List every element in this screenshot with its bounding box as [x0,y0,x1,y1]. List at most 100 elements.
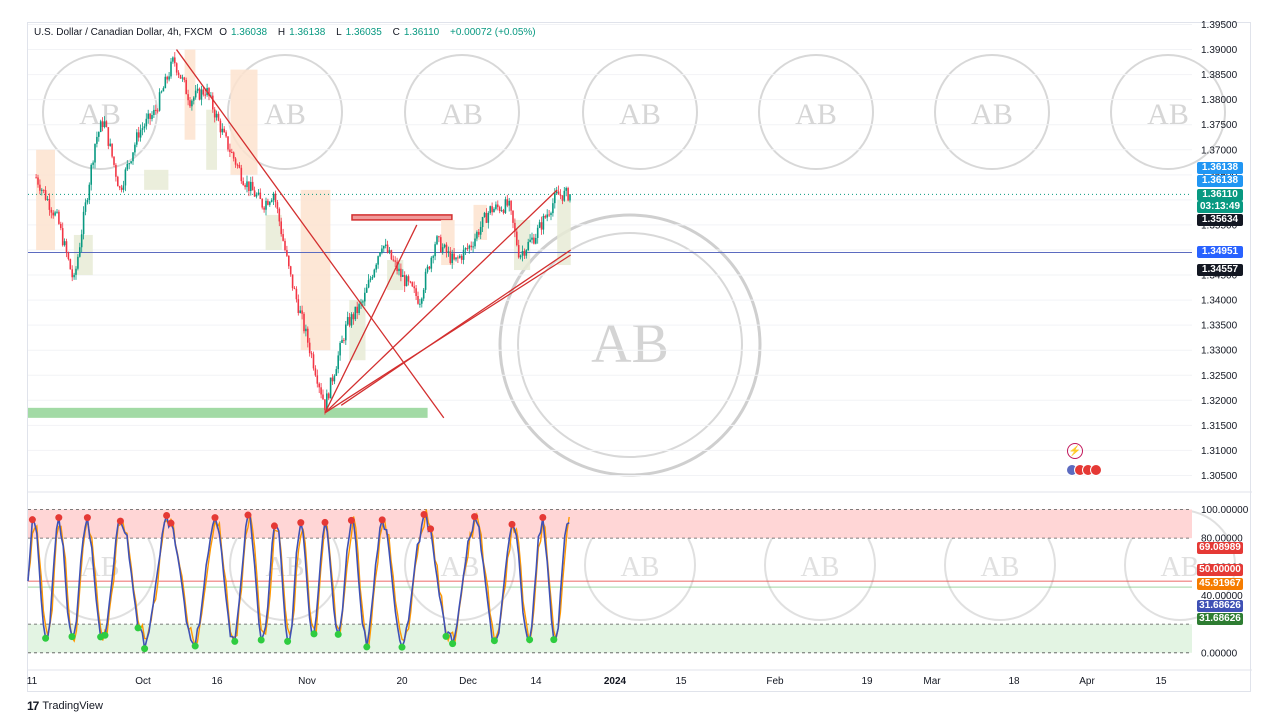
candle-body [99,121,102,133]
candle-body [274,193,277,203]
candle-body [265,200,267,210]
candle-body [489,206,491,213]
price-tick-label: 1.31500 [1201,421,1238,432]
candle-body [269,201,271,205]
trend-line [175,49,445,419]
supply-demand-box [265,214,282,250]
time-tick-label: 15 [1155,676,1167,687]
candle-body [421,298,423,304]
candle-body [557,191,560,195]
candle-body [474,238,476,247]
candle-body [61,228,64,246]
candle-body [160,91,163,93]
candle-body [331,377,334,382]
candle-body [162,88,165,92]
price-tick-label: 1.34000 [1201,296,1238,307]
osc-trough-dot [191,642,199,650]
candle-body [519,255,522,258]
candle-body [291,274,294,289]
candle-body [483,212,486,218]
tradingview-logo[interactable]: 17 TradingView [27,699,103,713]
candle-body [434,244,436,257]
candle-body [303,313,305,332]
candle-body [554,193,556,204]
candle-body [75,268,77,275]
candle-body [413,286,415,289]
candle-body [533,237,535,244]
candle-body [316,375,319,384]
candle-body [65,241,68,253]
candle-body [288,255,290,267]
candle-body [440,237,442,253]
candle-body [141,128,144,130]
price-tag: 1.35634 [1197,214,1243,226]
candle-body [270,200,273,202]
candle-body [248,181,250,192]
price-tick-label: 1.39000 [1201,45,1238,56]
watermark-seal [758,54,874,170]
candle-body [276,202,279,209]
candle-body [130,161,132,164]
osc-trough-dot [134,624,142,632]
lightning-icon[interactable]: ⚡ [1067,443,1083,459]
candle-body [498,207,501,211]
candle-body [234,158,237,165]
candle-body [261,198,263,208]
watermark-mark: AB [621,552,660,583]
high-value: H 1.36138 [278,27,329,38]
osc-peak-dot [347,516,355,524]
watermark-seal-large [517,232,743,458]
watermark-mark: AB [1161,552,1200,583]
osc-trough-dot [334,630,342,638]
price-tick-label: 1.37500 [1201,120,1238,131]
candle-body [299,310,301,314]
price-tick-label: 1.31000 [1201,446,1238,457]
candle-body [493,208,495,213]
candle-body [282,234,284,241]
oscillator-layer [27,509,1192,654]
candle-body [56,211,58,213]
watermark-mark: AB [441,98,483,131]
candle-body [187,94,189,101]
osc-peak-dot [427,525,435,533]
watermark-seal [1110,54,1226,170]
flag-icon[interactable] [1090,464,1102,476]
candle-body [126,163,129,170]
candle-body [487,212,490,223]
watermark-seal [404,54,520,170]
candle-body [132,152,134,162]
candle-body [324,399,326,411]
candle-body [322,394,324,400]
candle-body [335,369,338,376]
price-tick-label: 1.38500 [1201,70,1238,81]
watermark-mark: AB [1147,98,1189,131]
candle-body [124,169,127,186]
candle-body [208,87,210,96]
candle-body [139,129,142,138]
supply-demand-box [144,169,169,190]
events-icon-group[interactable] [1066,464,1102,476]
support-zone [28,407,428,418]
candle-body [231,152,233,154]
osc-peak-dot [211,514,219,522]
symbol-title: U.S. Dollar / Canadian Dollar, 4h, FXCM [34,27,213,38]
watermark-seal [227,54,343,170]
price-tick-label: 1.30500 [1201,471,1238,482]
watermark-mark: AB [619,98,661,131]
candle-body [54,212,56,216]
candle-body [174,57,176,64]
candle-body [289,266,292,275]
candle-body [508,200,510,206]
candle-body [388,250,391,253]
candle-body [143,126,146,129]
candle-body [538,222,541,228]
candle-body [358,304,360,313]
candle-body [320,387,322,395]
candle-body [253,190,256,197]
close-number: 1.36110 [403,27,440,38]
osc-trough-dot [398,643,406,651]
candle-body [155,109,157,111]
price-tag: 03:13:49 [1197,201,1243,213]
candle-body [559,194,562,196]
